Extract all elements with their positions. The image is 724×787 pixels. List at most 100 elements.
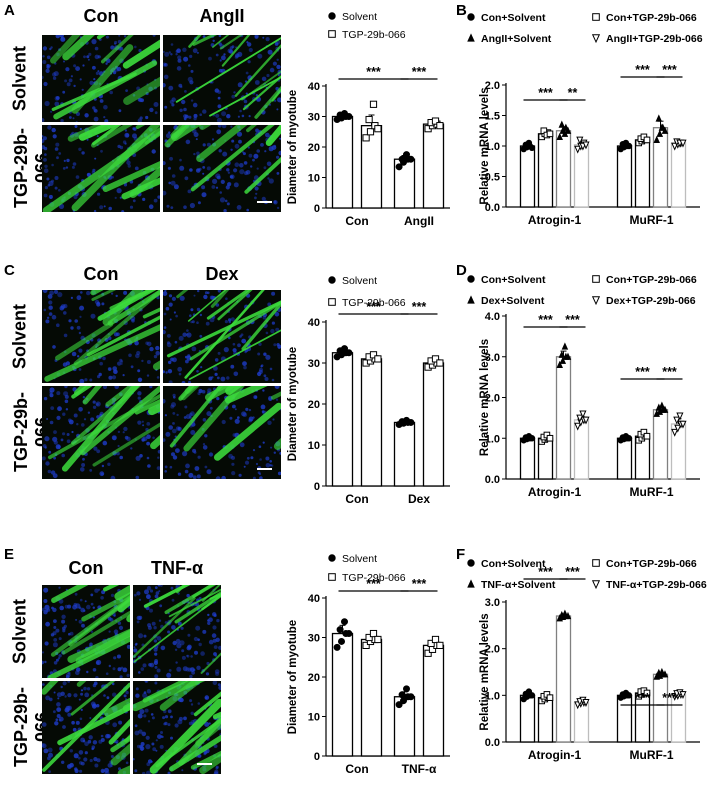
nucleus-dot <box>108 664 112 668</box>
nucleus-dot <box>78 407 83 412</box>
nucleus-dot <box>44 186 48 190</box>
nucleus-dot <box>81 463 86 467</box>
nucleus-dot <box>56 702 61 707</box>
nucleus-dot <box>152 35 156 37</box>
nucleus-dot <box>51 163 54 167</box>
nucleus-dot <box>231 462 235 466</box>
nucleus-dot <box>134 724 138 728</box>
nucleus-dot <box>232 342 236 346</box>
nucleus-dot <box>186 654 189 657</box>
nucleus-dot <box>88 52 92 56</box>
data-point <box>558 120 566 128</box>
nucleus-dot <box>99 471 105 477</box>
nucleus-dot <box>215 113 220 118</box>
nucleus-dot <box>261 196 266 201</box>
data-point <box>676 412 684 421</box>
nucleus-dot <box>153 626 157 630</box>
nucleus-dot <box>189 54 193 58</box>
x-category-label: MuRF-1 <box>630 485 674 499</box>
nucleus-dot <box>241 151 244 154</box>
myotube-streak <box>105 386 136 407</box>
nucleus-dot <box>167 709 172 714</box>
nucleus-dot <box>172 640 177 646</box>
myotube-streak <box>108 718 130 745</box>
x-category-label: Con <box>345 492 368 506</box>
nucleus-dot <box>170 357 174 362</box>
nucleus-dot <box>217 104 222 109</box>
nucleus-dot <box>192 102 198 108</box>
nucleus-dot <box>96 449 101 454</box>
nucleus-dot <box>187 633 191 637</box>
myotube-streak <box>71 386 142 445</box>
nucleus-dot <box>276 58 279 61</box>
nucleus-dot <box>135 693 140 698</box>
nucleus-dot <box>226 202 230 206</box>
nucleus-dot <box>135 475 140 479</box>
nucleus-dot <box>244 460 250 465</box>
nucleus-dot <box>134 769 138 773</box>
data-point <box>528 692 536 699</box>
legend-entry: Solvent <box>342 553 377 565</box>
nucleus-dot <box>170 736 173 740</box>
y-tick-label: 40 <box>308 593 320 605</box>
nucleus-dot <box>204 434 208 438</box>
significance-label: *** <box>412 577 427 591</box>
data-point <box>564 126 572 134</box>
legend-entry: AngII+TGP-29b-066 <box>606 33 703 45</box>
myotube-streak <box>86 315 160 357</box>
nucleus-dot <box>63 60 65 63</box>
nucleus-dot <box>166 133 171 139</box>
nucleus-dot <box>245 407 249 411</box>
nucleus-dot <box>183 205 187 209</box>
nucleus-dot <box>113 656 117 660</box>
nucleus-dot <box>57 406 62 412</box>
nucleus-dot <box>111 292 114 295</box>
nucleus-dot <box>168 302 173 307</box>
nucleus-dot <box>176 643 182 649</box>
nucleus-dot <box>218 35 222 38</box>
data-point <box>336 626 344 634</box>
nucleus-dot <box>163 83 166 88</box>
nucleus-dot <box>272 418 275 421</box>
nucleus-dot <box>44 100 50 107</box>
nucleus-dot <box>187 189 192 194</box>
nucleus-dot <box>47 469 52 474</box>
nucleus-dot <box>180 626 184 630</box>
nucleus-dot <box>89 717 92 719</box>
nucleus-dot <box>121 210 125 212</box>
nucleus-dot <box>42 60 47 64</box>
nucleus-dot <box>157 449 160 454</box>
nucleus-dot <box>196 370 199 373</box>
micrograph-image-dex-tgp-29b-066 <box>163 386 281 479</box>
legend-entry: Solvent <box>342 275 377 287</box>
nucleus-dot <box>182 332 187 337</box>
legend-entry: Dex+Solvent <box>481 295 545 307</box>
nucleus-dot <box>91 39 97 45</box>
nucleus-dot <box>78 331 82 335</box>
nucleus-dot <box>135 455 141 461</box>
nucleus-dot <box>42 660 44 665</box>
significance-label: *** <box>635 365 650 379</box>
nucleus-dot <box>219 59 222 62</box>
nucleus-dot <box>177 427 181 430</box>
nucleus-dot <box>71 351 77 357</box>
myotube-streak <box>121 177 160 200</box>
data-point <box>362 641 370 650</box>
nucleus-dot <box>184 90 187 93</box>
row-header-line: TGP-29b- <box>11 391 31 472</box>
nucleus-dot <box>73 413 78 418</box>
nucleus-dot <box>147 625 152 630</box>
nucleus-dot <box>141 420 144 423</box>
nucleus-dot <box>211 138 215 141</box>
nucleus-dot <box>71 720 75 725</box>
nucleus-dot <box>160 645 166 651</box>
nucleus-dot <box>42 118 45 122</box>
nucleus-dot <box>80 291 83 294</box>
nucleus-dot <box>145 115 149 120</box>
nucleus-dot <box>158 590 161 593</box>
nucleus-dot <box>102 356 106 361</box>
bar-tnf-tgp-29b-066 <box>422 644 445 757</box>
nucleus-dot <box>146 594 151 600</box>
nucleus-dot <box>53 71 59 77</box>
nucleus-dot <box>137 391 142 396</box>
